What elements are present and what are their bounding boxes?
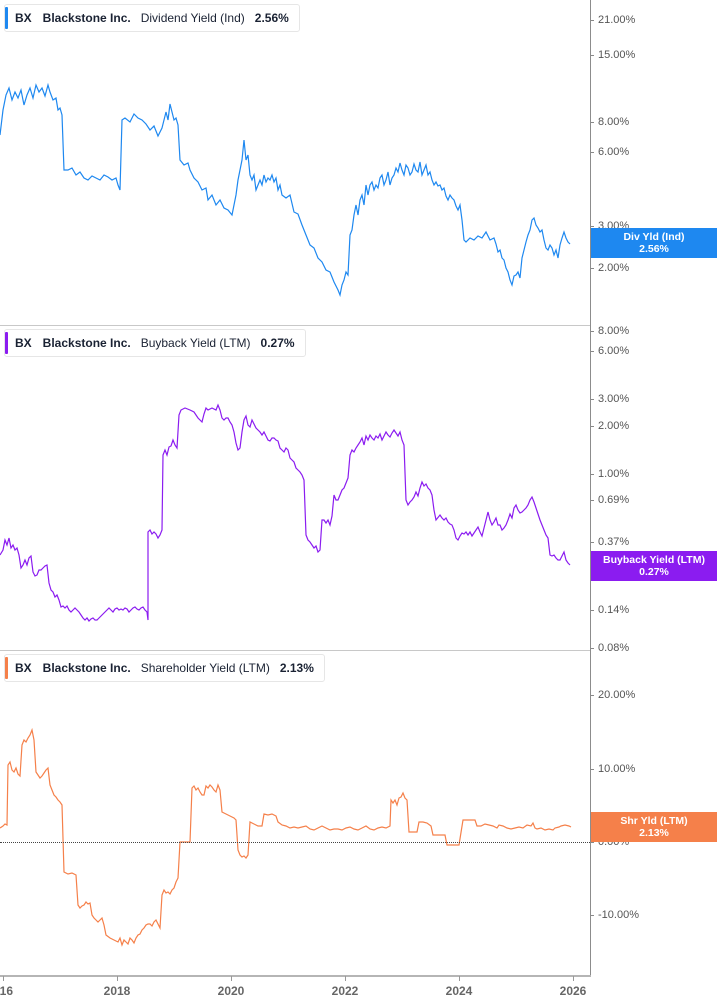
tag-label: Buyback Yield (LTM): [603, 554, 705, 566]
legend-value: 0.27%: [260, 336, 295, 350]
y-axis-line: [590, 0, 591, 976]
y-tick: [591, 648, 594, 649]
y-tick: [591, 152, 594, 153]
y-tick: [591, 542, 594, 543]
y-axis-label: 0.08%: [598, 642, 630, 654]
legend-ticker: BX: [15, 336, 32, 350]
panel-divider-1: [0, 325, 590, 326]
tag-label: Shr Yld (LTM): [620, 815, 688, 827]
current-value-tag-shareholder: Shr Yld (LTM) 2.13%: [591, 812, 717, 842]
current-value-tag-dividend: Div Yld (Ind) 2.56%: [591, 228, 717, 258]
y-axis-label: 0.69%: [598, 494, 630, 506]
x-axis-label: 016: [0, 984, 14, 998]
panel-divider-2: [0, 650, 590, 651]
shareholder-yield-line: [0, 727, 572, 947]
legend-ticker: BX: [15, 11, 32, 25]
y-tick: [591, 399, 594, 400]
legend-value: 2.56%: [254, 11, 289, 25]
y-tick: [591, 331, 594, 332]
legend-metric: Shareholder Yield (LTM): [140, 661, 270, 675]
y-axis-label: 21.00%: [598, 14, 636, 26]
y-tick: [591, 769, 594, 770]
tag-value: 2.13%: [639, 827, 669, 839]
x-axis-label: 2024: [445, 984, 473, 998]
y-tick: [591, 842, 594, 843]
buyback-yield-line: [0, 403, 571, 622]
series-color-swatch: [5, 332, 8, 354]
y-axis-label: 15.00%: [598, 49, 636, 61]
tag-value: 2.56%: [639, 243, 669, 255]
y-axis-label: 1.00%: [598, 468, 630, 480]
y-tick: [591, 268, 594, 269]
y-tick: [591, 122, 594, 123]
tag-value: 0.27%: [639, 566, 669, 578]
x-tick: [459, 976, 460, 981]
tag-label: Div Yld (Ind): [623, 231, 685, 243]
y-tick: [591, 55, 594, 56]
y-axis-label: 2.00%: [598, 420, 630, 432]
x-tick: [3, 976, 4, 981]
y-axis-label: 6.00%: [598, 345, 630, 357]
y-axis-label: 0.14%: [598, 604, 630, 616]
legend-metric: Dividend Yield (Ind): [140, 11, 245, 25]
legend-company: Blackstone Inc.: [42, 336, 131, 350]
y-tick: [591, 426, 594, 427]
legend-company: Blackstone Inc.: [42, 11, 131, 25]
y-axis-label: 2.00%: [598, 262, 630, 274]
series-color-swatch: [5, 657, 8, 679]
y-axis-label: 3.00%: [598, 393, 630, 405]
x-tick: [231, 976, 232, 981]
legend-ticker: BX: [15, 661, 32, 675]
x-axis-label: 2022: [331, 984, 359, 998]
x-axis-line: [0, 975, 591, 977]
legend-value: 2.13%: [279, 661, 314, 675]
x-tick: [345, 976, 346, 981]
y-tick: [591, 915, 594, 916]
y-tick: [591, 474, 594, 475]
series-color-swatch: [5, 7, 8, 29]
legend-dividend-yield[interactable]: BX Blackstone Inc. Dividend Yield (Ind) …: [4, 4, 300, 32]
y-tick: [591, 226, 594, 227]
legend-company: Blackstone Inc.: [42, 661, 131, 675]
y-axis-label: 20.00%: [598, 689, 636, 701]
current-value-tag-buyback: Buyback Yield (LTM) 0.27%: [591, 551, 717, 581]
y-axis-label: 6.00%: [598, 146, 630, 158]
x-axis-label: 2020: [217, 984, 245, 998]
x-tick: [573, 976, 574, 981]
legend-metric: Buyback Yield (LTM): [140, 336, 251, 350]
y-axis-label: 8.00%: [598, 116, 630, 128]
x-axis-label: 2026: [559, 984, 587, 998]
x-axis-label: 2018: [103, 984, 131, 998]
x-tick: [117, 976, 118, 981]
y-axis-label: 0.37%: [598, 536, 630, 548]
dividend-yield-line: [0, 82, 571, 298]
y-tick: [591, 610, 594, 611]
zero-reference-line: [0, 842, 590, 843]
y-tick: [591, 695, 594, 696]
legend-buyback-yield[interactable]: BX Blackstone Inc. Buyback Yield (LTM) 0…: [4, 329, 306, 357]
y-tick: [591, 500, 594, 501]
y-tick: [591, 351, 594, 352]
y-axis-label: -10.00%: [598, 909, 639, 921]
y-tick: [591, 20, 594, 21]
y-axis-label: 10.00%: [598, 763, 636, 775]
y-axis-label: 8.00%: [598, 325, 630, 337]
legend-shareholder-yield[interactable]: BX Blackstone Inc. Shareholder Yield (LT…: [4, 654, 325, 682]
